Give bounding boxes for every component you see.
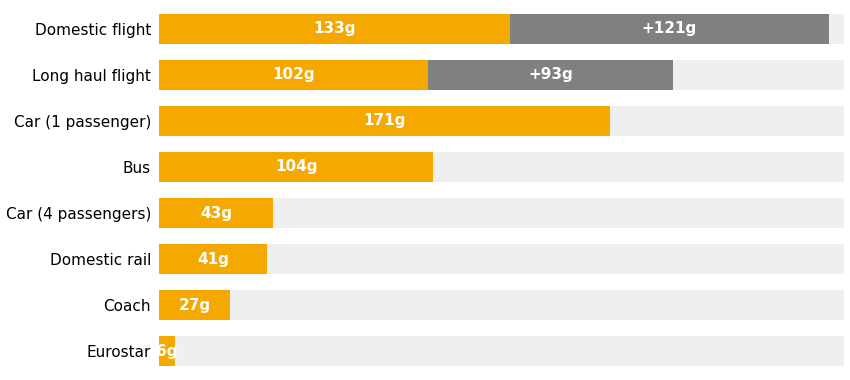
Text: +121g: +121g [642,21,697,36]
Bar [159,152,844,182]
Text: +93g: +93g [528,67,573,82]
Bar [428,60,673,90]
Bar [159,290,844,320]
Bar [159,336,175,366]
Bar [159,14,844,44]
Bar [159,106,610,136]
Text: 171g: 171g [364,113,405,128]
Bar [159,152,434,182]
Bar [159,14,510,44]
Bar [159,198,273,228]
Bar [159,244,844,274]
Text: 27g: 27g [178,298,211,313]
Bar [159,60,844,90]
Text: 41g: 41g [197,252,230,267]
Bar [159,60,428,90]
Text: 133g: 133g [314,21,356,36]
Text: 104g: 104g [275,160,318,174]
Bar [159,336,844,366]
Bar [159,198,844,228]
Bar [159,290,230,320]
Text: 6g: 6g [156,344,178,359]
Bar [159,244,267,274]
Bar [510,14,829,44]
Text: 43g: 43g [200,206,232,220]
Text: 102g: 102g [272,67,315,82]
Bar [159,106,844,136]
